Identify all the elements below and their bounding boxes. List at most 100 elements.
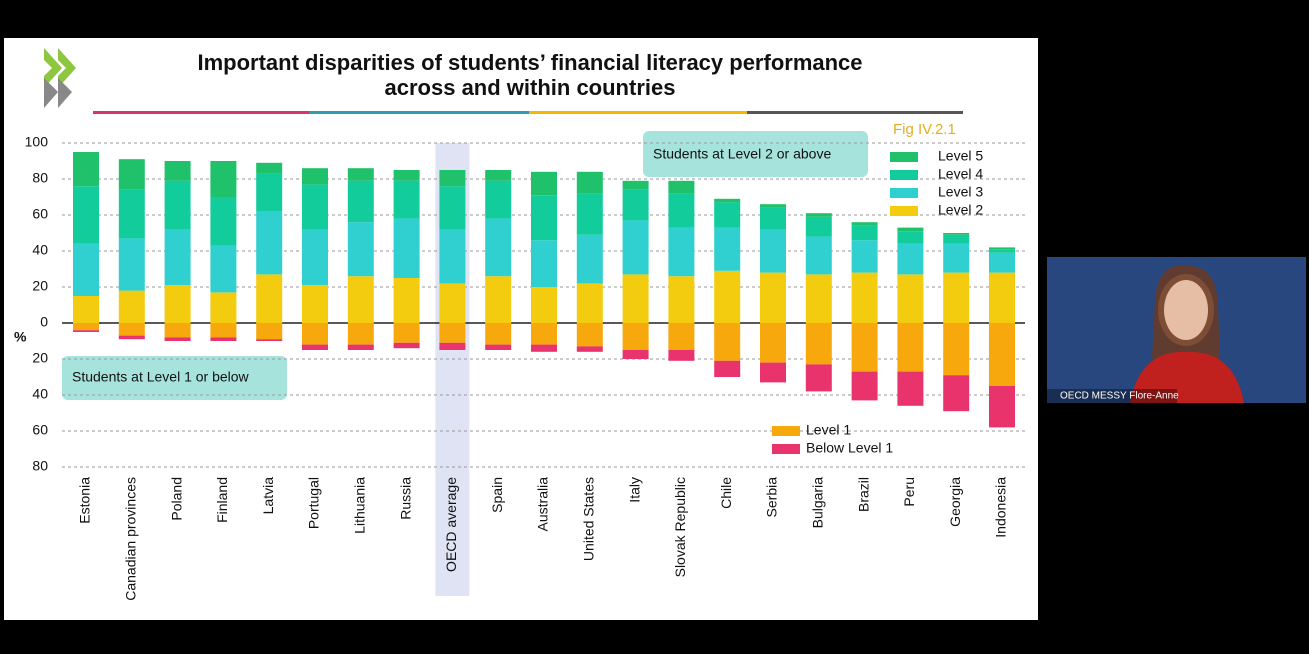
y-tick-label: 80 bbox=[32, 458, 48, 474]
legend-label: Level 3 bbox=[938, 184, 983, 200]
bar-segment bbox=[210, 292, 237, 323]
bar-segment bbox=[851, 222, 878, 226]
x-tick-label: Australia bbox=[535, 477, 551, 532]
x-tick-label: Peru bbox=[901, 477, 917, 507]
bar-segment bbox=[485, 344, 512, 350]
x-tick-label: Estonia bbox=[77, 477, 93, 524]
x-tick-label: Georgia bbox=[947, 477, 963, 527]
bar-segment bbox=[347, 222, 374, 277]
bar-segment bbox=[164, 337, 191, 341]
bar-segment bbox=[347, 344, 374, 350]
bar-segment bbox=[897, 274, 924, 323]
bar-segment bbox=[439, 283, 466, 323]
bar-segment bbox=[393, 323, 420, 343]
bar-segment bbox=[668, 276, 695, 323]
bar-segment bbox=[347, 276, 374, 323]
x-tick-label: Russia bbox=[397, 477, 413, 520]
y-tick-label: 80 bbox=[32, 170, 48, 186]
bar-segment bbox=[118, 189, 145, 239]
bar-segment bbox=[989, 247, 1015, 250]
bar-segment bbox=[714, 202, 741, 228]
slide bbox=[4, 38, 1038, 620]
bar-segment bbox=[714, 360, 741, 377]
y-tick-label: 40 bbox=[32, 386, 48, 402]
bar-segment bbox=[256, 323, 283, 340]
annotation: Students at Level 2 or above bbox=[653, 146, 831, 162]
annotation: Students at Level 1 or below bbox=[72, 369, 250, 385]
bar-segment bbox=[760, 323, 786, 363]
bar-segment bbox=[576, 171, 603, 194]
bar-segment bbox=[805, 236, 832, 275]
bar-segment bbox=[897, 323, 924, 372]
bar-segment bbox=[897, 231, 924, 244]
bar-segment bbox=[805, 364, 832, 392]
bar-segment bbox=[118, 323, 145, 336]
bar-segment bbox=[210, 337, 237, 341]
bar-segment bbox=[805, 323, 832, 365]
bar-segment bbox=[668, 180, 695, 194]
bar-segment bbox=[393, 170, 420, 181]
y-tick-label: 0 bbox=[40, 314, 48, 330]
bar-segment bbox=[668, 350, 695, 361]
bar-segment bbox=[302, 323, 328, 345]
bar-segment bbox=[668, 227, 695, 277]
bar-segment bbox=[622, 220, 649, 275]
x-tick-label: Finland bbox=[214, 477, 230, 523]
bar-segment bbox=[347, 168, 374, 181]
title-rule bbox=[93, 111, 963, 114]
bar-segment bbox=[622, 180, 649, 190]
bar-segment bbox=[439, 229, 466, 284]
participant-name: OECD MESSY Flore-Anne bbox=[1060, 391, 1179, 402]
bar-segment bbox=[851, 225, 878, 241]
bar-segment bbox=[302, 285, 328, 323]
bar-segment bbox=[576, 234, 603, 284]
y-axis-label: % bbox=[14, 329, 27, 345]
bar-segment bbox=[393, 180, 420, 219]
legend-label: Level 2 bbox=[938, 202, 983, 218]
bar-segment bbox=[118, 238, 145, 291]
bar-segment bbox=[210, 323, 237, 338]
bar-segment bbox=[943, 375, 970, 412]
x-tick-label: Lithuania bbox=[352, 477, 368, 534]
chart-title: Important disparities of students’ finan… bbox=[197, 50, 862, 75]
bar-segment bbox=[943, 243, 970, 273]
bar-segment bbox=[256, 211, 283, 275]
bar-segment bbox=[897, 371, 924, 406]
bar-segment bbox=[989, 249, 1015, 253]
bar-segment bbox=[302, 344, 328, 350]
x-tick-label: Slovak Republic bbox=[672, 477, 688, 577]
bar-segment bbox=[989, 252, 1015, 273]
bar-segment bbox=[73, 186, 99, 244]
x-tick-label: Indonesia bbox=[993, 477, 1009, 538]
bar-segment bbox=[393, 278, 420, 323]
legend-swatch bbox=[890, 206, 918, 216]
chart-subtitle: across and within countries bbox=[385, 75, 676, 100]
x-tick-label: United States bbox=[581, 477, 597, 561]
bar-segment bbox=[760, 229, 786, 273]
y-tick-label: 20 bbox=[32, 350, 48, 366]
bar-segment bbox=[164, 285, 191, 323]
bar-segment bbox=[439, 323, 466, 343]
bar-segment bbox=[760, 207, 786, 230]
bar-segment bbox=[485, 276, 512, 323]
bar-segment bbox=[256, 162, 283, 174]
bar-segment bbox=[805, 216, 832, 237]
video-tile: OECD MESSY Flore-Anne bbox=[1047, 257, 1306, 403]
bar-segment bbox=[531, 195, 557, 241]
bar-segment bbox=[73, 323, 99, 331]
bar-segment bbox=[485, 323, 512, 345]
bar-segment bbox=[210, 197, 237, 246]
bar-segment bbox=[210, 161, 237, 197]
bar-segment bbox=[302, 229, 328, 286]
bar-segment bbox=[118, 159, 145, 190]
bar-segment bbox=[576, 323, 603, 347]
bar-segment bbox=[851, 323, 878, 372]
bar-segment bbox=[989, 386, 1015, 428]
y-tick-label: 40 bbox=[32, 242, 48, 258]
x-tick-label: Spain bbox=[489, 477, 505, 513]
bar-segment bbox=[714, 323, 741, 361]
bar-segment bbox=[347, 180, 374, 223]
bar-segment bbox=[531, 171, 557, 196]
logo bbox=[44, 48, 76, 108]
